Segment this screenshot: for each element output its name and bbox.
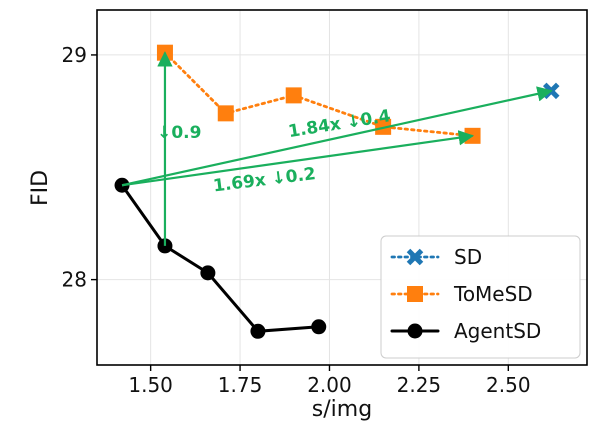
point-agentsd (311, 319, 327, 335)
legend-label-tomesd: ToMeSD (453, 282, 533, 306)
annotation-arrow-2 (121, 130, 475, 187)
legend-box (380, 235, 581, 359)
point-tomesd (285, 87, 302, 104)
legend-marker-tomesd (407, 286, 423, 302)
point-tomesd (217, 105, 234, 122)
x-tick-label: 2.25 (397, 373, 442, 397)
point-agentsd (200, 265, 216, 281)
annotation-label-0: ↓0.9 (157, 123, 201, 143)
y-axis-label: FID (28, 170, 53, 206)
legend: SD ToMeSD AgentSD (380, 235, 581, 359)
legend-marker-sd-stroke (406, 248, 424, 266)
x-tick-label: 1.50 (128, 373, 173, 397)
legend-marker-sd (406, 248, 424, 266)
legend-label-agentsd: AgentSD (454, 319, 541, 343)
legend-entry-tomesd: ToMeSD (390, 282, 533, 306)
plot-frame (96, 9, 588, 366)
x-tick-label: 2.50 (486, 373, 531, 397)
y-tick-label: 28 (62, 268, 87, 292)
x-tick-label: 1.75 (218, 373, 263, 397)
y-tick-label: 29 (62, 43, 87, 67)
legend-entry-agentsd: AgentSD (390, 319, 541, 343)
x-tick-label: 2.00 (307, 373, 352, 397)
ticks: 1.50 1.75 2.00 2.25 2.50 28 29 (62, 43, 531, 397)
point-agentsd (250, 323, 266, 339)
legend-entry-sd: SD (390, 245, 482, 269)
annotation-arrow-1 (121, 86, 553, 187)
legend-marker-agentsd (407, 323, 423, 339)
legend-label-sd: SD (454, 245, 482, 269)
x-axis-label: s/img (312, 397, 372, 422)
